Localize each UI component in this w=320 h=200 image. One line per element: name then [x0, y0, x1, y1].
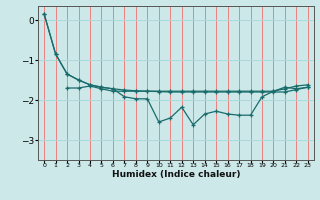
- X-axis label: Humidex (Indice chaleur): Humidex (Indice chaleur): [112, 170, 240, 179]
